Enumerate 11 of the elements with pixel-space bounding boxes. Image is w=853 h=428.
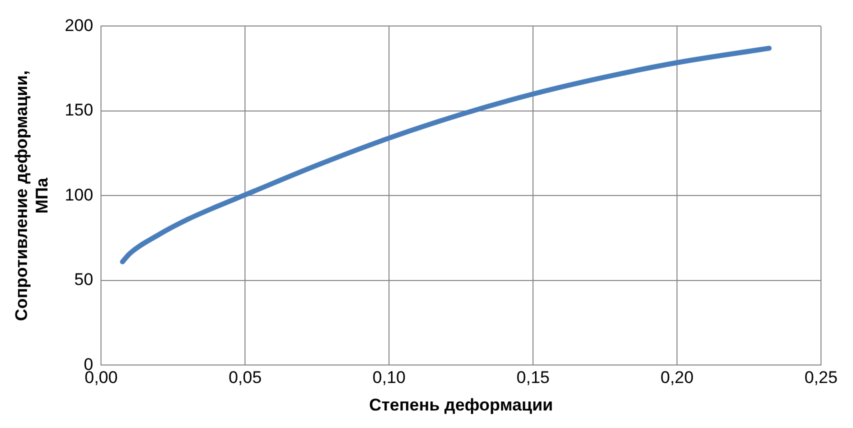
y-tick-label: 100 <box>64 185 94 204</box>
y-tick-label: 200 <box>64 16 94 35</box>
y-axis-title: Сопротивление деформации, МПа <box>12 70 52 321</box>
x-tick-label: 0,20 <box>660 368 694 388</box>
x-axis-title: Степень деформации <box>369 395 553 414</box>
x-tick-label: 0,15 <box>516 368 550 388</box>
x-tick-label: 0,25 <box>804 368 838 388</box>
x-tick-label: 0,05 <box>228 368 262 388</box>
x-tick-label: 0,10 <box>372 368 406 388</box>
y-tick-label: 50 <box>74 270 94 290</box>
y-tick-label: 150 <box>64 100 94 120</box>
